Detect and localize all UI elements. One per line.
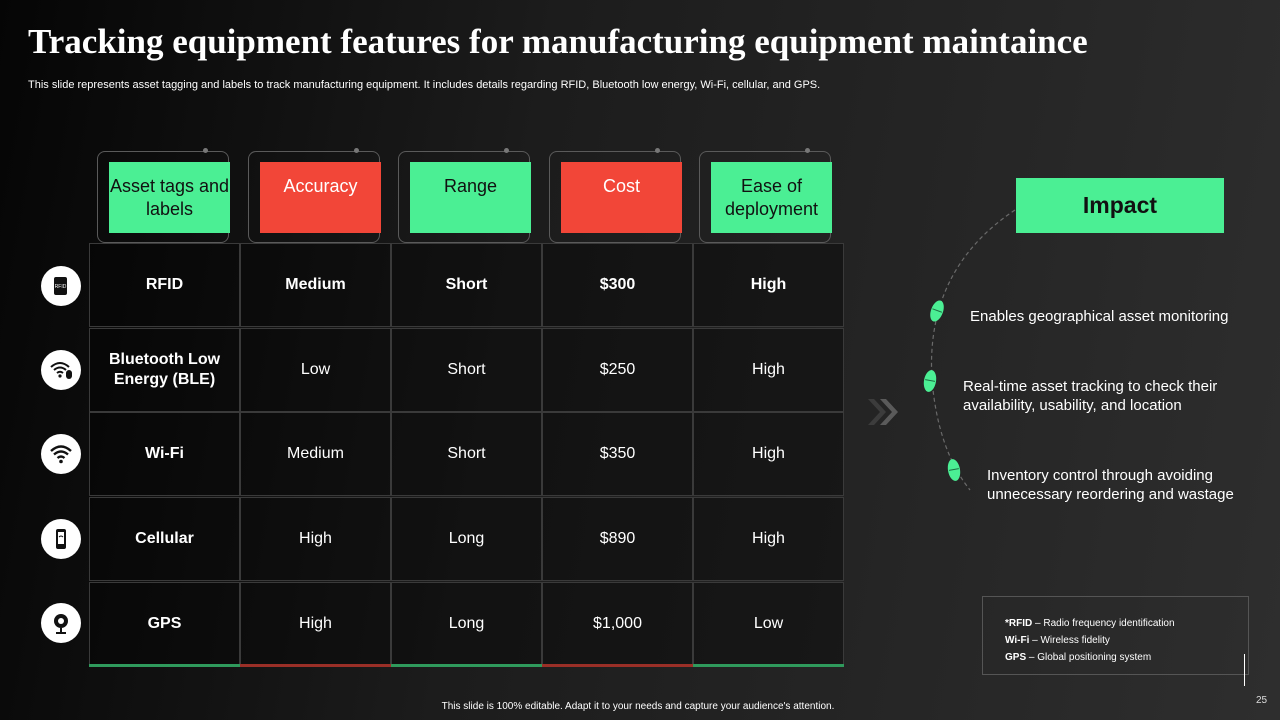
header-cost: Cost [561,162,682,233]
table-cell: $1,000 [542,582,693,666]
legend-text: – Wireless fidelity [1029,635,1110,646]
impact-item: Inventory control through avoiding unnec… [987,467,1234,503]
table-cell: High [240,582,391,666]
table-cell: Long [391,582,542,666]
table-cell: Medium [240,412,391,496]
legend-row: Wi-Fi – Wireless fidelity [1005,632,1248,649]
legend-abbr: Wi-Fi [1005,635,1030,646]
cellular-phone-icon [41,519,81,559]
table-cell: RFID [89,243,240,327]
table-cell: Low [240,328,391,412]
double-chevron-icon [866,397,902,432]
table-cell: Short [391,328,542,412]
table-cell: Short [391,243,542,327]
column-underline [391,664,542,667]
impact-arc [930,209,1016,491]
impact-item: Enables geographical asset monitoring [970,308,1229,325]
header-accuracy: Accuracy [260,162,381,233]
header-asset-tags: Asset tags and labels [109,162,230,233]
table-cell: Short [391,412,542,496]
table-cell: High [240,497,391,581]
table-cell: Long [391,497,542,581]
column-underline [542,664,693,667]
rfid-tag-icon: RFID [41,266,81,306]
table-cell: High [693,328,844,412]
gps-pin-icon [41,603,81,643]
abbreviation-legend: *RFID – Radio frequency identification W… [982,596,1249,675]
legend-text: – Radio frequency identification [1032,618,1175,629]
impact-item: Real-time asset tracking to check their … [963,378,1218,414]
column-underline [89,664,240,667]
column-underline [240,664,391,667]
slide-subtitle: This slide represents asset tagging and … [28,79,821,91]
table-cell: High [693,497,844,581]
table-cell: Medium [240,243,391,327]
table-cell: Bluetooth Low Energy (BLE) [89,328,240,412]
table-cell: $250 [542,328,693,412]
table-cell: Low [693,582,844,666]
legend-divider [1244,654,1245,686]
legend-abbr: GPS [1005,652,1027,663]
slide-title: Tracking equipment features for manufact… [28,22,1088,61]
impact-heading: Impact [1016,178,1224,233]
header-ease-of-deployment: Ease of deployment [711,162,832,233]
legend-abbr: *RFID [1005,618,1033,629]
legend-text: – Global positioning system [1026,652,1152,663]
column-underline [693,664,844,667]
table-cell: $350 [542,412,693,496]
wifi-bluetooth-icon [41,350,81,390]
legend-row: *RFID – Radio frequency identification [1005,615,1248,632]
comparison-table: RFID Medium Short $300 High Bluetooth Lo… [89,243,845,666]
table-cell: $890 [542,497,693,581]
page-number: 25 [1256,695,1268,706]
table-cell: High [693,412,844,496]
table-cell: $300 [542,243,693,327]
table-cell: High [693,243,844,327]
header-range: Range [410,162,531,233]
svg-text:RFID: RFID [55,284,67,290]
table-cell: Cellular [89,497,240,581]
table-cell: Wi-Fi [89,412,240,496]
footer-note: This slide is 100% editable. Adapt it to… [441,701,835,712]
legend-row: GPS – Global positioning system [1005,649,1248,666]
wifi-icon [41,434,81,474]
table-cell: GPS [89,582,240,666]
